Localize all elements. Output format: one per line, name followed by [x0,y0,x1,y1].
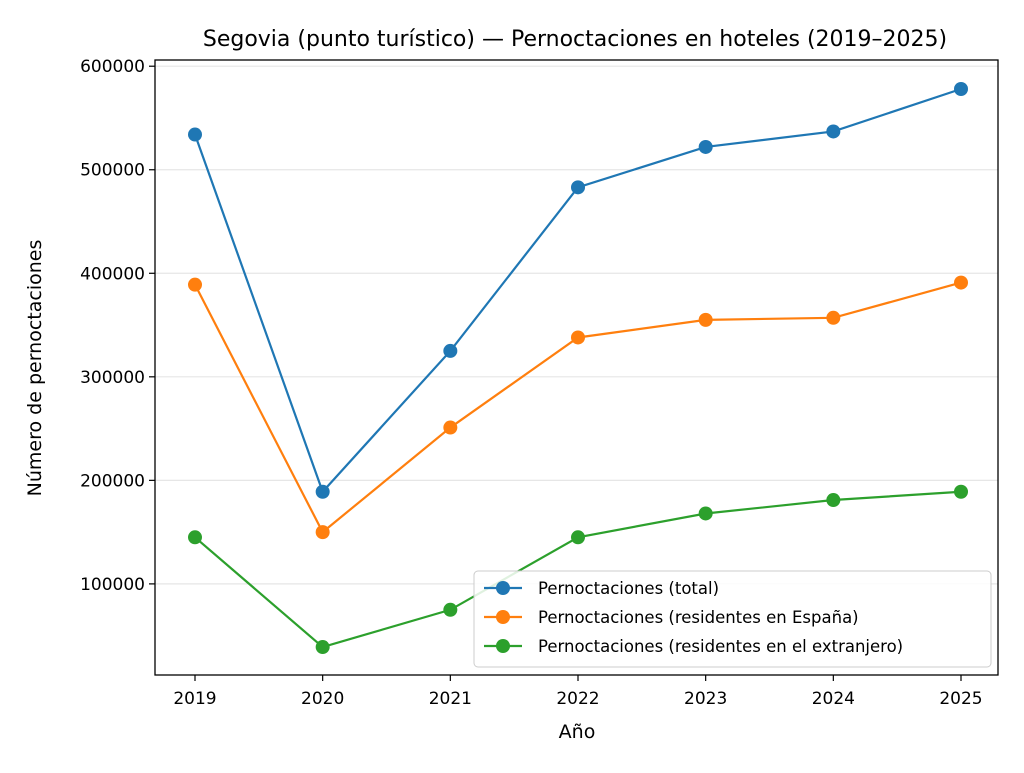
data-point [188,530,202,545]
data-point [954,275,968,290]
series-line [194,281,962,534]
data-point [571,530,585,545]
legend-marker [496,639,510,653]
data-point [315,640,330,655]
data-point [698,312,713,327]
legend-marker [496,581,510,595]
data-point [954,81,968,96]
x-tick-label: 2024 [812,689,855,709]
legend-marker [496,610,510,624]
data-point [826,310,841,325]
y-tick-label: 200000 [80,471,145,491]
legend-label: Pernoctaciones (residentes en el extranj… [538,637,903,656]
data-point [315,484,330,499]
data-point [571,330,585,345]
x-tick-label: 2025 [939,689,982,709]
y-tick-label: 500000 [80,161,145,181]
data-point [315,525,330,540]
x-tick-label: 2020 [301,689,344,709]
y-tick-label: 300000 [80,368,145,388]
y-axis-label: Número de pernoctaciones [24,240,46,497]
chart-title: Segovia (punto turístico) — Pernoctacion… [203,27,947,52]
legend-box [473,570,992,668]
legend-label: Pernoctaciones (residentes en España) [538,608,859,627]
data-point [443,343,458,358]
data-point [188,277,202,292]
x-tick-label: 2019 [173,689,216,709]
series-2 [188,484,968,655]
x-axis-label: Año [559,721,596,743]
plot-frame [154,59,999,676]
y-tick-label: 400000 [80,264,145,284]
y-tick-label: 600000 [80,57,145,77]
x-tick-label: 2022 [556,689,599,709]
legend: Pernoctaciones (total) Pernoctaciones (re… [473,570,992,668]
data-point [826,124,841,139]
y-tick-label: 100000 [80,575,145,595]
data-point [698,139,713,154]
data-point [826,493,841,508]
data-point [443,602,458,617]
data-point [571,180,585,195]
data-point [188,127,202,142]
data-point [443,420,458,435]
x-tick-label: 2021 [429,689,472,709]
x-tick-label: 2023 [684,689,727,709]
series-line [193,87,962,494]
data-point [698,506,713,521]
series-1 [188,275,968,540]
data-point [954,484,968,499]
legend-label: Pernoctaciones (total) [538,579,719,598]
series-0 [188,81,968,499]
